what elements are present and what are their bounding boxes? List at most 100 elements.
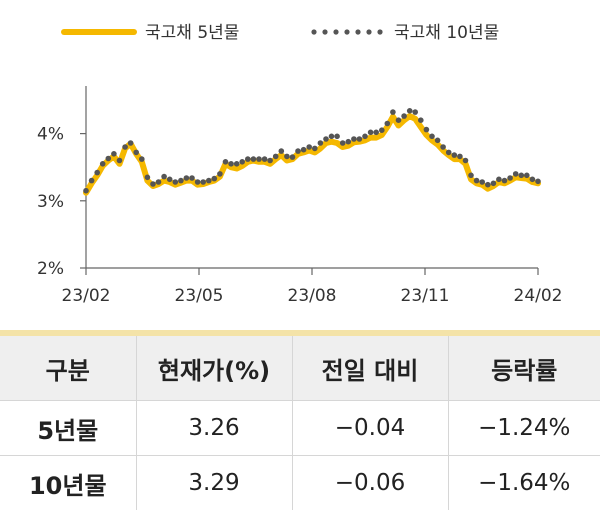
change-rate-cell: −1.64% [448,456,600,510]
series-point-10y [290,154,296,160]
legend-label-5y: 국고채 5년물 [145,23,239,43]
x-tick-label: 23/05 [175,286,224,306]
series-point-10y [189,175,195,181]
series-point-10y [390,109,396,115]
series-point-10y [161,174,167,180]
series-point-10y [128,140,134,146]
series-point-10y [245,156,251,162]
header-category: 구분 [0,333,136,401]
series-point-10y [424,127,430,133]
change-rate-cell: −1.24% [448,401,600,456]
series-point-10y [457,154,463,160]
series-point-10y [362,134,368,140]
series-point-10y [412,109,418,115]
yield-summary-table: 구분 현재가(%) 전일 대비 등락률 5년물 3.26 −0.04 −1.24… [0,330,600,510]
series-point-10y [496,177,502,183]
x-tick-label: 23/08 [288,286,337,306]
series-point-10y [234,161,240,167]
table-header-row: 구분 현재가(%) 전일 대비 등락률 [0,333,600,401]
series-point-10y [491,181,497,187]
series-point-10y [133,150,139,156]
header-current-price: 현재가(%) [136,333,292,401]
series-point-10y [200,179,206,185]
series-line-5y [86,116,538,193]
series-point-10y [145,175,151,181]
series-point-10y [318,140,324,146]
series-point-10y [178,178,184,184]
series-point-10y [530,177,536,183]
series-point-10y [513,171,519,177]
series-point-10y [429,134,435,140]
series-point-10y [440,144,446,150]
legend-label-10y: 국고채 10년물 [394,23,499,43]
series-point-10y [122,144,128,150]
series-point-10y [273,154,279,160]
series-point-10y [267,158,273,164]
series-point-10y [301,147,307,153]
series-point-10y [401,113,407,119]
header-change-rate: 등락률 [448,333,600,401]
x-tick-label: 23/02 [62,286,111,306]
y-tick-label: 2% [37,259,64,279]
series-point-10y [524,173,530,179]
series-point-10y [474,178,480,184]
series-point-10y [502,178,508,184]
series-point-10y [418,117,424,123]
series-point-10y [468,173,474,179]
series-point-10y [295,148,301,154]
series-point-10y [228,161,234,167]
series-point-10y [452,152,458,158]
series-point-10y [100,161,106,167]
series-point-10y [223,159,229,165]
series-point-10y [256,156,262,162]
series-point-10y [379,127,385,133]
series-point-10y [284,154,290,160]
series-point-10y [340,140,346,146]
legend: 국고채 5년물 국고채 10년물 [64,23,499,43]
series-point-10y [323,136,329,142]
x-tick-label: 24/02 [514,286,563,306]
series-point-10y [167,177,173,183]
series-point-10y [535,179,541,185]
series-point-10y [111,151,117,157]
series-point-10y [106,156,112,162]
series-point-10y [251,156,257,162]
series-point-10y [463,158,469,164]
series-point-10y [156,179,162,185]
series-point-10y [351,136,357,142]
series-point-10y [239,159,245,165]
series-point-10y [306,144,312,150]
current-price-cell: 3.26 [136,401,292,456]
series-point-10y [206,178,212,184]
y-tick-label: 4% [37,125,64,145]
series-point-10y [83,188,89,194]
series-point-10y [150,181,156,187]
series-point-10y [312,146,318,152]
header-daily-change: 전일 대비 [292,333,448,401]
series-point-10y [217,171,223,177]
table-row: 10년물 3.29 −0.06 −1.64% [0,456,600,510]
series-point-10y [446,150,452,156]
series-point-10y [435,138,441,144]
series-point-10y [368,130,374,136]
plot-area: 2% 3% 4% 23/02 23/05 23/08 23/11 24/02 [37,86,562,306]
series-point-10y [357,136,363,142]
series-point-10y [117,158,123,164]
daily-change-cell: −0.04 [292,401,448,456]
series-point-10y [279,148,285,154]
series-point-10y [485,182,491,188]
current-price-cell: 3.29 [136,456,292,510]
series-point-10y [262,156,268,162]
series-point-10y [396,117,402,123]
bond-yield-chart: 국고채 5년물 국고채 10년물 2% 3% 4% 23/02 23/05 23/08 23… [0,0,600,330]
series-point-10y [519,173,525,179]
y-tick-label: 3% [37,192,64,212]
series-point-10y [507,175,513,181]
series-point-10y [373,130,379,136]
series-point-10y [407,108,413,114]
series-point-10y [212,176,218,182]
row-label: 5년물 [0,401,136,456]
x-tick-label: 23/11 [401,286,450,306]
series-point-10y [195,179,201,185]
series-point-10y [94,170,100,176]
